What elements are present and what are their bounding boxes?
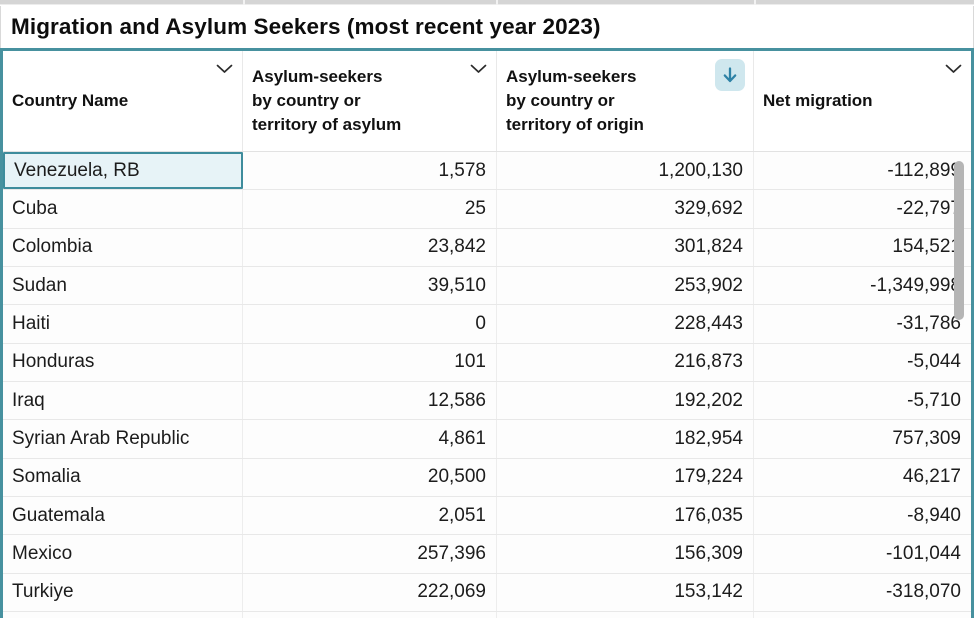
data-grid: Country Name Asylum-seekers by country or… — [0, 48, 974, 618]
cell-country-name[interactable]: Syrian Arab Republic — [3, 420, 243, 458]
chevron-down-icon[interactable] — [470, 64, 487, 74]
column-label: Asylum-seekers by country or territory o… — [506, 66, 644, 135]
cell-net-migration[interactable]: 757,309 — [892, 427, 961, 449]
table-row: Honduras 101 216,873 -5,044 — [3, 343, 971, 382]
cell-asylum-seekers-by-asylum[interactable] — [243, 611, 497, 618]
header-cell-country-name[interactable]: Country Name — [3, 51, 243, 151]
table-row: Somalia 20,500 179,224 46,217 — [3, 458, 971, 497]
cell-net-migration[interactable]: -31,786 — [896, 312, 961, 334]
cell-asylum-seekers-by-asylum[interactable]: 257,396 — [243, 535, 497, 573]
cell-asylum-seekers-by-asylum[interactable]: 222,069 — [243, 573, 497, 611]
table-row: Guatemala 2,051 176,035 -8,940 — [3, 496, 971, 536]
column-label: Net migration — [763, 90, 873, 110]
cell-country-name[interactable]: Haiti — [3, 305, 243, 343]
column-divider — [496, 0, 498, 5]
cell-country-name[interactable]: Honduras — [3, 343, 243, 381]
table-row-partial — [3, 611, 971, 618]
cell-asylum-seekers-by-origin[interactable]: 179,224 — [497, 458, 754, 496]
cell-asylum-seekers-by-asylum[interactable]: 4,861 — [243, 420, 497, 458]
cell-net-migration[interactable] — [754, 612, 971, 618]
cell-country-name[interactable]: Turkiye — [3, 573, 243, 611]
cell-asylum-seekers-by-asylum[interactable]: 20,500 — [243, 458, 497, 496]
cell-country-name[interactable]: Colombia — [3, 228, 243, 266]
cell-country-name[interactable]: Cuba — [3, 190, 243, 228]
chevron-down-icon[interactable] — [945, 64, 962, 74]
column-divider — [754, 0, 756, 5]
vertical-scrollbar-thumb[interactable] — [954, 161, 964, 320]
header-cell-asylum-seekers-by-origin[interactable]: Asylum-seekers by country or territory o… — [497, 51, 754, 151]
table-row: Colombia 23,842 301,824 154,521 — [3, 228, 971, 267]
cell-country-name[interactable]: Somalia — [3, 458, 243, 496]
cell-net-migration[interactable]: -22,797 — [896, 197, 961, 219]
cell-asylum-seekers-by-origin[interactable]: 156,309 — [497, 535, 754, 573]
cell-asylum-seekers-by-asylum[interactable]: 12,586 — [243, 381, 497, 420]
cell-net-migration[interactable]: -101,044 — [885, 542, 961, 564]
header-cell-net-migration[interactable]: Net migration — [754, 51, 971, 151]
cell-country-name[interactable]: Sudan — [3, 266, 243, 305]
table-row: Syrian Arab Republic 4,861 182,954 757,309 — [3, 420, 971, 459]
cell-net-migration[interactable]: -112,899 — [887, 159, 961, 181]
column-label: Country Name — [12, 90, 129, 110]
table-row: Sudan 39,510 253,902 -1,349,998 — [3, 266, 971, 306]
cell-net-migration[interactable]: -8,940 — [907, 504, 961, 526]
cell-asylum-seekers-by-asylum[interactable]: 101 — [243, 343, 497, 381]
cell-asylum-seekers-by-origin[interactable]: 216,873 — [497, 343, 754, 381]
cell-asylum-seekers-by-origin[interactable]: 182,954 — [497, 420, 754, 458]
cell-country-name[interactable]: Mexico — [3, 535, 243, 573]
cell-country-name[interactable]: Guatemala — [3, 496, 243, 535]
cell-asylum-seekers-by-asylum[interactable]: 39,510 — [243, 266, 497, 305]
cell-country-name[interactable] — [3, 611, 243, 618]
cell-net-migration[interactable]: -1,349,998 — [870, 274, 961, 296]
cell-net-migration[interactable]: -5,710 — [907, 389, 961, 411]
table-row: Cuba 25 329,692 -22,797 — [3, 190, 971, 229]
cell-asylum-seekers-by-asylum[interactable]: 23,842 — [243, 228, 497, 266]
cell-asylum-seekers-by-origin[interactable]: 329,692 — [497, 190, 754, 228]
header-cell-asylum-seekers-by-asylum[interactable]: Asylum-seekers by country or territory o… — [243, 51, 497, 151]
cell-asylum-seekers-by-asylum[interactable]: 0 — [243, 305, 497, 343]
cell-net-migration[interactable]: -318,070 — [885, 581, 961, 603]
table-title: Migration and Asylum Seekers (most recen… — [11, 14, 601, 39]
table-row: Haiti 0 228,443 -31,786 — [3, 305, 971, 344]
table-row: Venezuela, RB 1,578 1,200,130 -112,899 — [3, 152, 971, 191]
cell-asylum-seekers-by-asylum[interactable]: 25 — [243, 190, 497, 228]
cell-net-migration[interactable]: 154,521 — [892, 236, 961, 258]
cell-asylum-seekers-by-origin[interactable]: 192,202 — [497, 381, 754, 420]
cell-asylum-seekers-by-asylum[interactable]: 2,051 — [243, 496, 497, 535]
column-label: Asylum-seekers by country or territory o… — [252, 66, 402, 135]
cell-net-migration[interactable]: 46,217 — [902, 466, 961, 488]
cell-country-name[interactable]: Venezuela, RB — [3, 152, 243, 190]
cropped-row-above — [0, 0, 974, 5]
cell-asylum-seekers-by-origin[interactable]: 176,035 — [497, 496, 754, 535]
cell-asylum-seekers-by-origin[interactable] — [497, 611, 754, 618]
header-row: Country Name Asylum-seekers by country or… — [3, 51, 971, 152]
cell-asylum-seekers-by-origin[interactable]: 153,142 — [497, 573, 754, 611]
table-row: Turkiye 222,069 153,142 -318,070 — [3, 573, 971, 612]
table-body: Venezuela, RB 1,578 1,200,130 -112,899 Cuba 2… — [3, 152, 971, 618]
table-row: Mexico 257,396 156,309 -101,044 — [3, 535, 971, 574]
table-title-bar: Migration and Asylum Seekers (most recen… — [0, 6, 974, 48]
cell-asylum-seekers-by-asylum[interactable]: 1,578 — [243, 152, 497, 190]
sort-descending-icon[interactable] — [715, 59, 745, 91]
chevron-down-icon[interactable] — [216, 64, 233, 74]
cell-asylum-seekers-by-origin[interactable]: 301,824 — [497, 228, 754, 266]
column-divider — [243, 0, 245, 5]
cell-asylum-seekers-by-origin[interactable]: 1,200,130 — [497, 152, 754, 190]
cell-country-name[interactable]: Iraq — [3, 381, 243, 420]
cell-asylum-seekers-by-origin[interactable]: 253,902 — [497, 266, 754, 305]
cell-asylum-seekers-by-origin[interactable]: 228,443 — [497, 305, 754, 343]
table-row: Iraq 12,586 192,202 -5,710 — [3, 381, 971, 421]
cell-net-migration[interactable]: -5,044 — [907, 351, 961, 373]
